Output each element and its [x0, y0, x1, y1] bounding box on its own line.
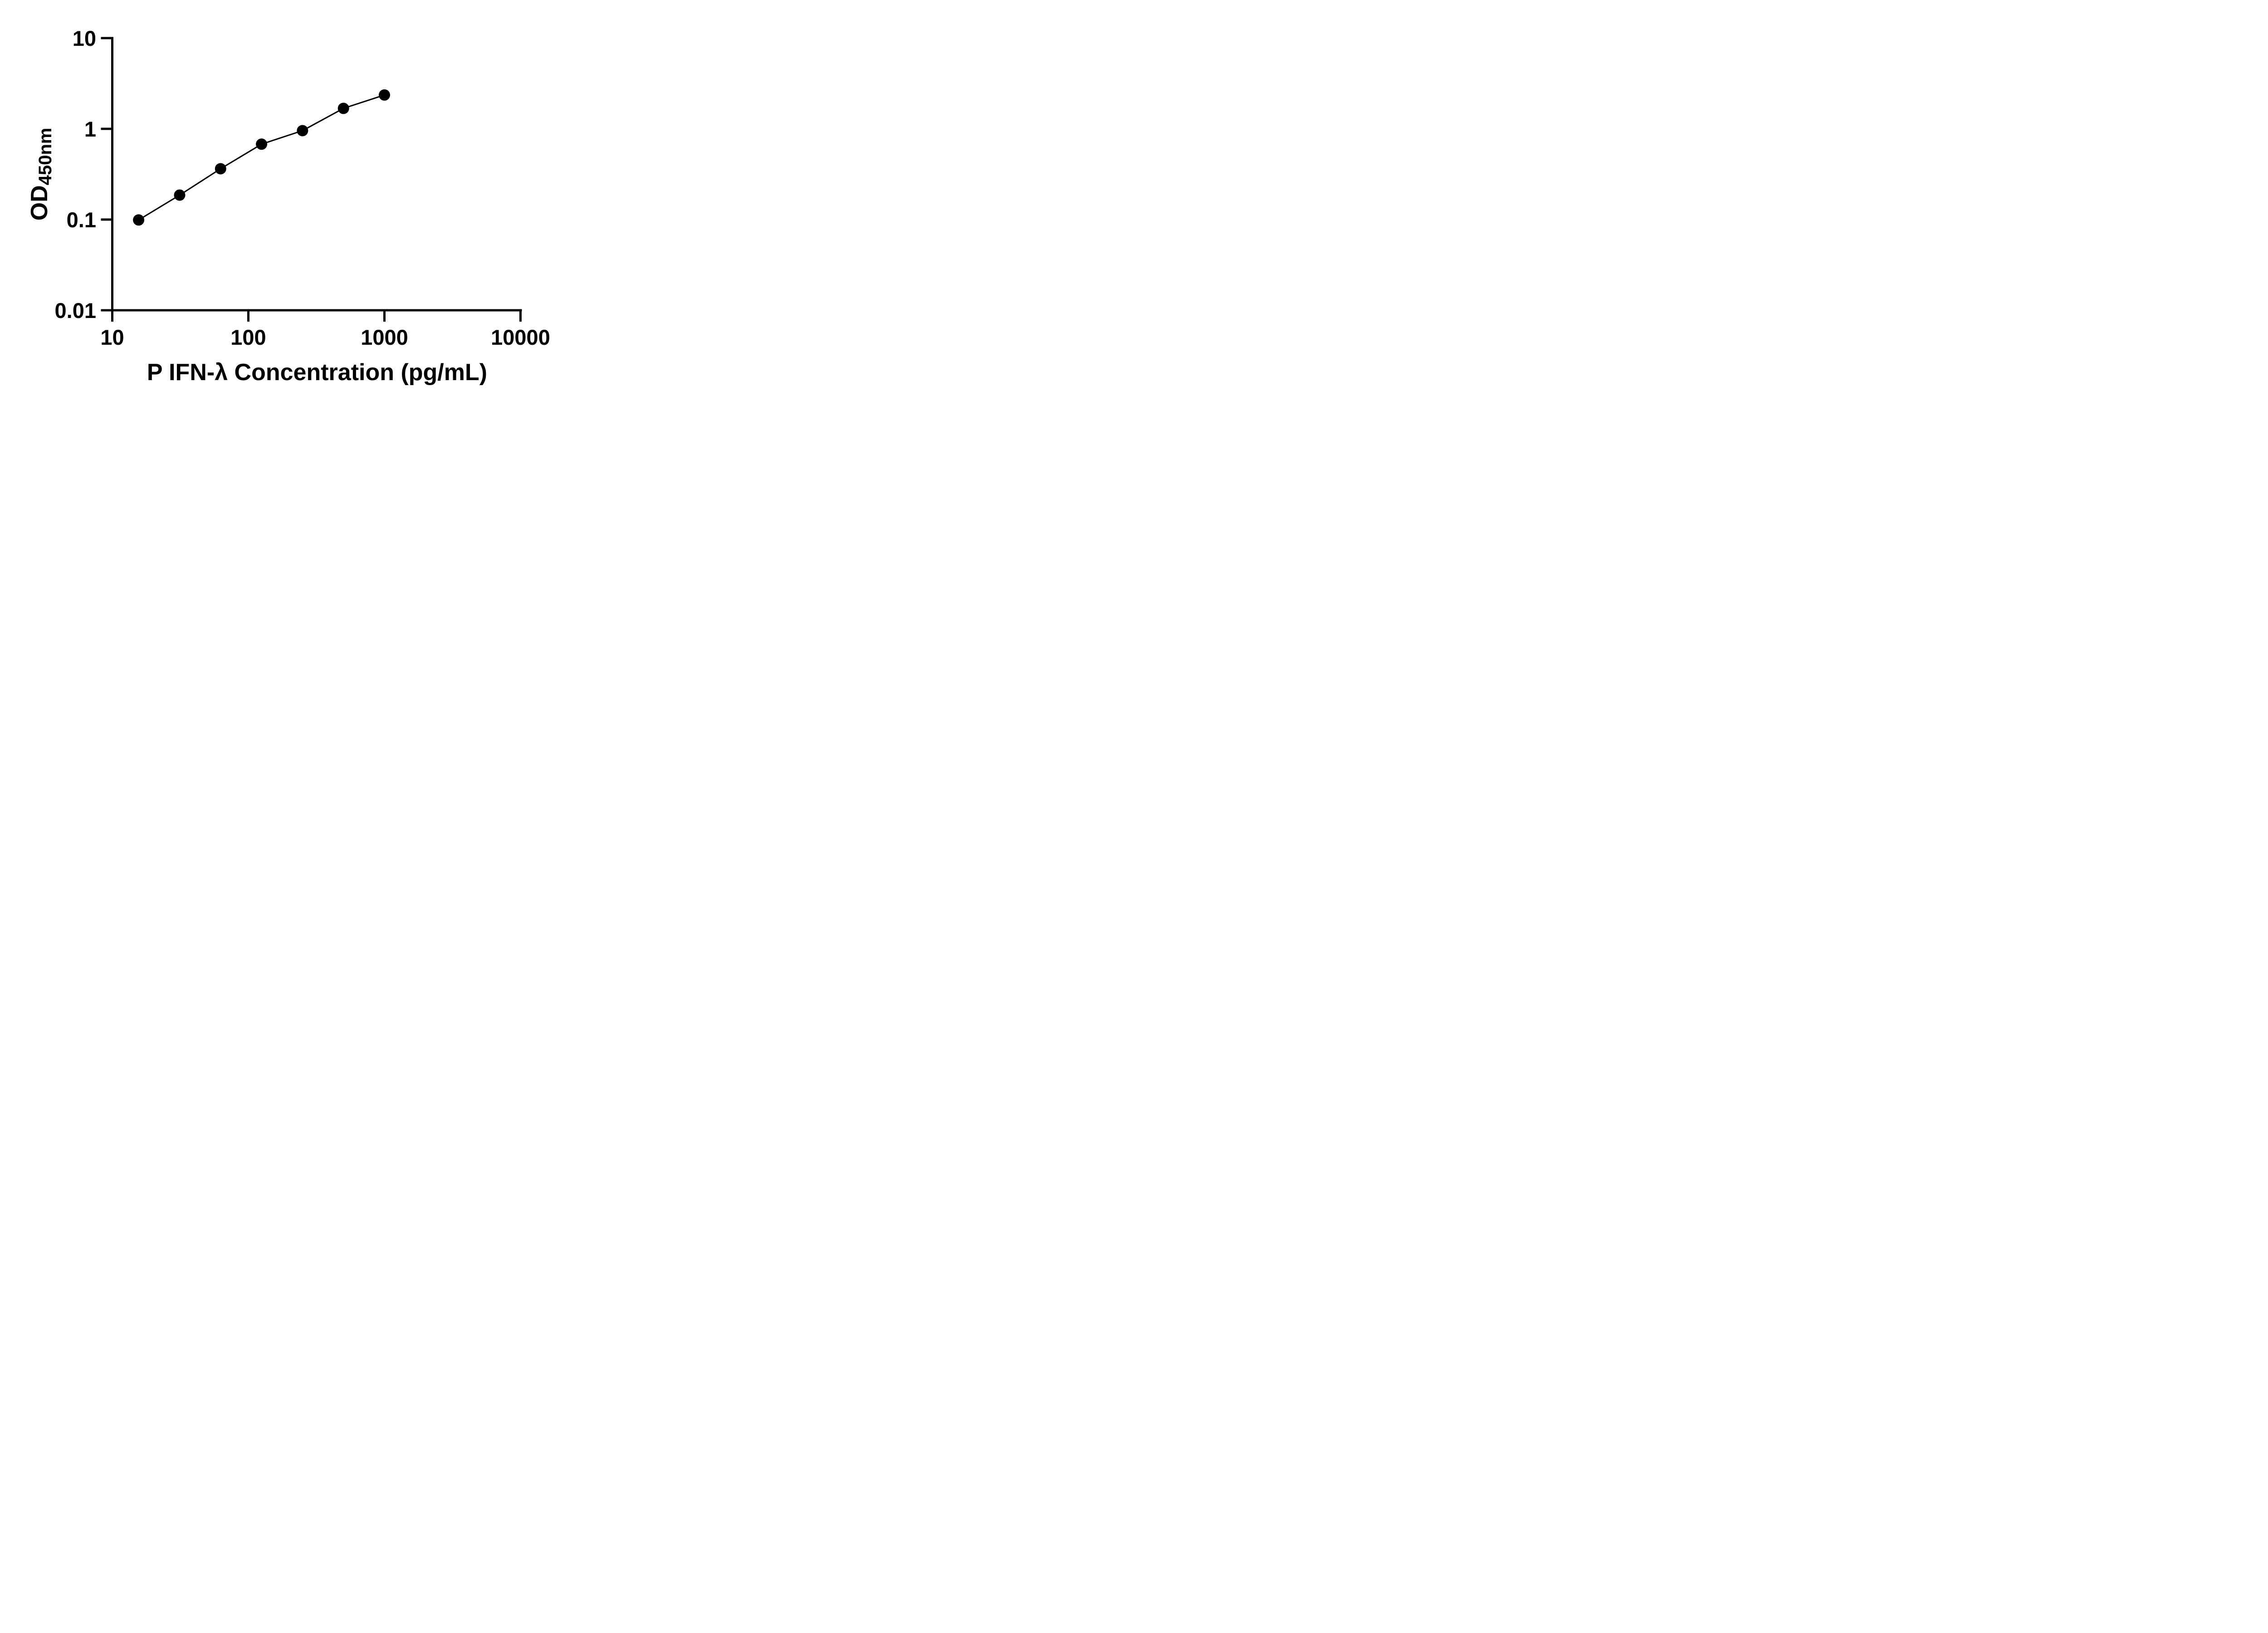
data-point [133, 214, 145, 226]
y-axis-title-subscript: 450nm [35, 128, 55, 186]
data-series-group [133, 89, 390, 226]
data-point [379, 89, 390, 101]
ticks-group [101, 37, 522, 322]
data-point [297, 125, 308, 137]
data-point [215, 163, 226, 175]
data-point [174, 189, 186, 201]
data-point [256, 138, 268, 150]
x-tick-label: 100 [230, 325, 266, 349]
data-point [337, 103, 349, 114]
y-tick-label: 0.1 [67, 208, 96, 232]
y-axis-title-main: OD [26, 185, 53, 220]
axis-titles-group: P IFN-λ Concentration (pg/mL) OD450nm [26, 128, 487, 386]
y-tick-label: 0.01 [55, 298, 96, 323]
curve-line [138, 94, 385, 221]
x-tick-label: 10 [100, 325, 124, 349]
x-tick-label: 10000 [491, 325, 550, 349]
y-tick-label: 1 [84, 117, 96, 141]
tick-labels-group: 0.01 0.1 1 10 10 100 1000 10000 [55, 26, 550, 349]
x-axis-title: P IFN-λ Concentration (pg/mL) [147, 359, 487, 386]
x-tick-label: 1000 [361, 325, 408, 349]
scatter-log-log-chart: 0.01 0.1 1 10 10 100 1000 10000 P IFN-λ Concent… [26, 26, 550, 386]
y-tick-label: 10 [73, 26, 96, 50]
elisa-standard-curve-figure: 0.01 0.1 1 10 10 100 1000 10000 P IFN-λ Concent… [0, 0, 583, 408]
axes-group [111, 37, 522, 312]
y-axis-title: OD450nm [26, 128, 55, 221]
